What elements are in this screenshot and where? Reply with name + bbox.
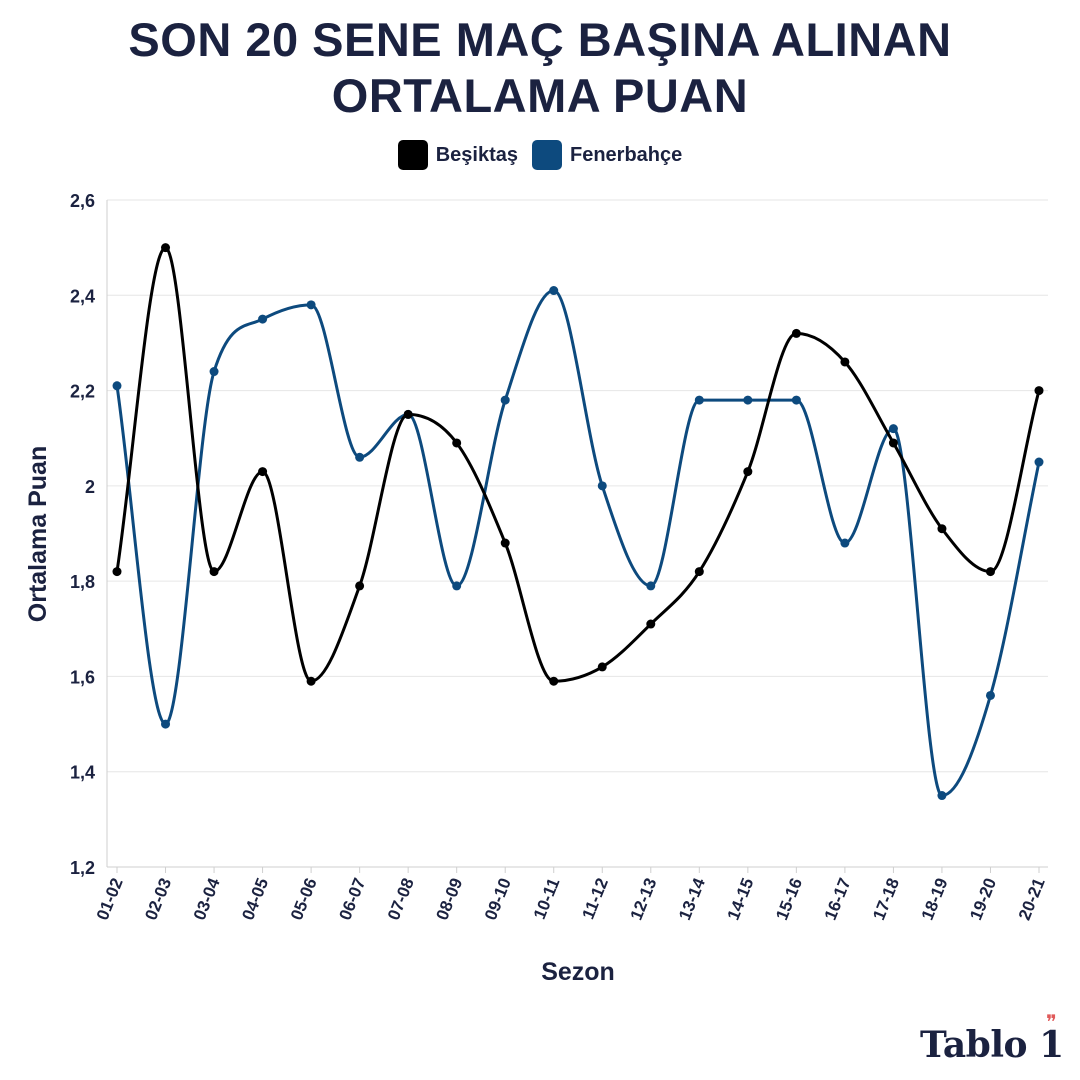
y-tick-label: 1,8 (70, 572, 95, 592)
x-tick-labels: 01-02 02-03 03-04 04-05 05-06 06-07 07-08 08-09… (93, 875, 1049, 923)
data-point-fenerbah-e[interactable] (258, 314, 268, 324)
data-point-fenerbah-e[interactable] (500, 395, 510, 405)
x-tick-label: 16-17 (821, 875, 855, 922)
grid (107, 199, 1048, 868)
series-lines (115, 246, 1041, 798)
data-point-be-ikta-[interactable] (1034, 386, 1044, 396)
y-tick-label: 1,6 (70, 667, 95, 687)
data-point-be-ikta-[interactable] (840, 357, 850, 367)
y-tick-label: 2 (85, 477, 95, 497)
y-tick-label: 2,6 (70, 191, 95, 211)
data-point-fenerbah-e[interactable] (306, 300, 316, 310)
x-tick-label: 06-07 (335, 875, 369, 922)
x-tick-label: 19-20 (966, 875, 1000, 922)
x-tick-label: 10-11 (530, 875, 564, 922)
x-tick-label: 07-08 (384, 875, 418, 922)
chart-title: SON 20 SENE MAÇ BAŞINA ALINAN ORTALAMA P… (128, 13, 952, 122)
y-tick-label: 1,4 (70, 763, 95, 783)
x-tick-label: 11-12 (578, 875, 612, 922)
x-tick-label: 18-19 (918, 875, 952, 922)
data-point-be-ikta-[interactable] (743, 467, 753, 477)
legend-item-fenerbahce[interactable]: Fenerbahçe (532, 140, 682, 170)
data-point-be-ikta-[interactable] (355, 581, 365, 591)
data-point-fenerbah-e[interactable] (355, 452, 365, 462)
data-point-fenerbah-e[interactable] (1034, 457, 1044, 467)
x-tick-label: 12-13 (627, 875, 661, 922)
y-tick-label: 1,2 (70, 858, 95, 878)
data-point-be-ikta-[interactable] (694, 567, 704, 577)
x-tick-label: 01-02 (93, 875, 127, 922)
data-point-fenerbah-e[interactable] (694, 395, 704, 405)
quote-mark-icon: ❞ (1046, 1010, 1057, 1034)
data-point-be-ikta-[interactable] (452, 438, 462, 448)
data-point-fenerbah-e[interactable] (646, 581, 656, 591)
x-tick-label: 15-16 (772, 875, 806, 922)
data-point-fenerbah-e[interactable] (840, 538, 850, 548)
data-point-be-ikta-[interactable] (888, 438, 898, 448)
data-point-be-ikta-[interactable] (209, 567, 219, 577)
data-point-fenerbah-e[interactable] (549, 286, 559, 296)
x-tick-label: 17-18 (869, 875, 903, 922)
x-tick-label: 03-04 (190, 875, 224, 923)
legend-label-besiktas: Beşiktaş (435, 143, 518, 166)
data-point-fenerbah-e[interactable] (161, 719, 171, 729)
data-point-fenerbah-e[interactable] (209, 367, 219, 377)
y-tick-label: 2,2 (70, 382, 95, 402)
x-tick-label: 14-15 (724, 875, 758, 922)
x-tick-label: 02-03 (141, 875, 175, 922)
data-point-be-ikta-[interactable] (597, 662, 607, 672)
x-tick-label: 04-05 (238, 875, 272, 922)
legend-item-besiktas[interactable]: Beşiktaş (397, 140, 518, 170)
data-point-be-ikta-[interactable] (112, 567, 122, 577)
data-point-be-ikta-[interactable] (161, 243, 171, 253)
data-point-fenerbah-e[interactable] (597, 481, 607, 491)
data-point-fenerbah-e[interactable] (452, 581, 462, 591)
data-point-be-ikta-[interactable] (791, 328, 801, 338)
x-tick-label: 08-09 (432, 875, 466, 922)
data-point-fenerbah-e[interactable] (888, 424, 898, 434)
data-point-be-ikta-[interactable] (500, 538, 510, 548)
data-point-be-ikta-[interactable] (258, 467, 268, 477)
data-point-fenerbah-e[interactable] (743, 395, 753, 405)
legend-swatch-besiktas (397, 140, 428, 170)
x-tick-label: 20-21 (1015, 875, 1049, 922)
data-point-be-ikta-[interactable] (306, 676, 316, 686)
legend: Beşiktaş Fenerbahçe (0, 140, 1080, 170)
data-point-fenerbah-e[interactable] (112, 381, 122, 391)
data-point-fenerbah-e[interactable] (985, 690, 995, 700)
series-points (112, 243, 1044, 801)
brand-logo: Tablo 1 (920, 1024, 1064, 1066)
data-point-fenerbah-e[interactable] (937, 791, 947, 801)
x-tick-label: 09-10 (481, 875, 515, 922)
data-point-be-ikta-[interactable] (549, 676, 559, 686)
series-line-fenerbah-e (115, 289, 1041, 798)
y-tick-label: 2,4 (70, 286, 95, 306)
data-point-be-ikta-[interactable] (937, 524, 947, 534)
x-axis-label: Sezon (541, 958, 615, 986)
data-point-be-ikta-[interactable] (403, 409, 413, 419)
legend-swatch-fenerbahce (532, 140, 562, 170)
series-line-be-ikta- (115, 246, 1041, 683)
x-tick-label: 13-14 (675, 875, 709, 923)
data-point-fenerbah-e[interactable] (791, 395, 801, 405)
legend-label-fenerbahce: Fenerbahçe (570, 143, 683, 166)
data-point-be-ikta-[interactable] (646, 619, 656, 629)
y-tick-labels: 1,2 1,4 1,6 1,8 2 2,2 2,4 2,6 (70, 191, 95, 878)
data-point-be-ikta-[interactable] (985, 567, 995, 577)
axes (106, 200, 1048, 873)
y-axis-label: Ortalama Puan (24, 446, 52, 622)
x-tick-label: 05-06 (287, 875, 321, 922)
